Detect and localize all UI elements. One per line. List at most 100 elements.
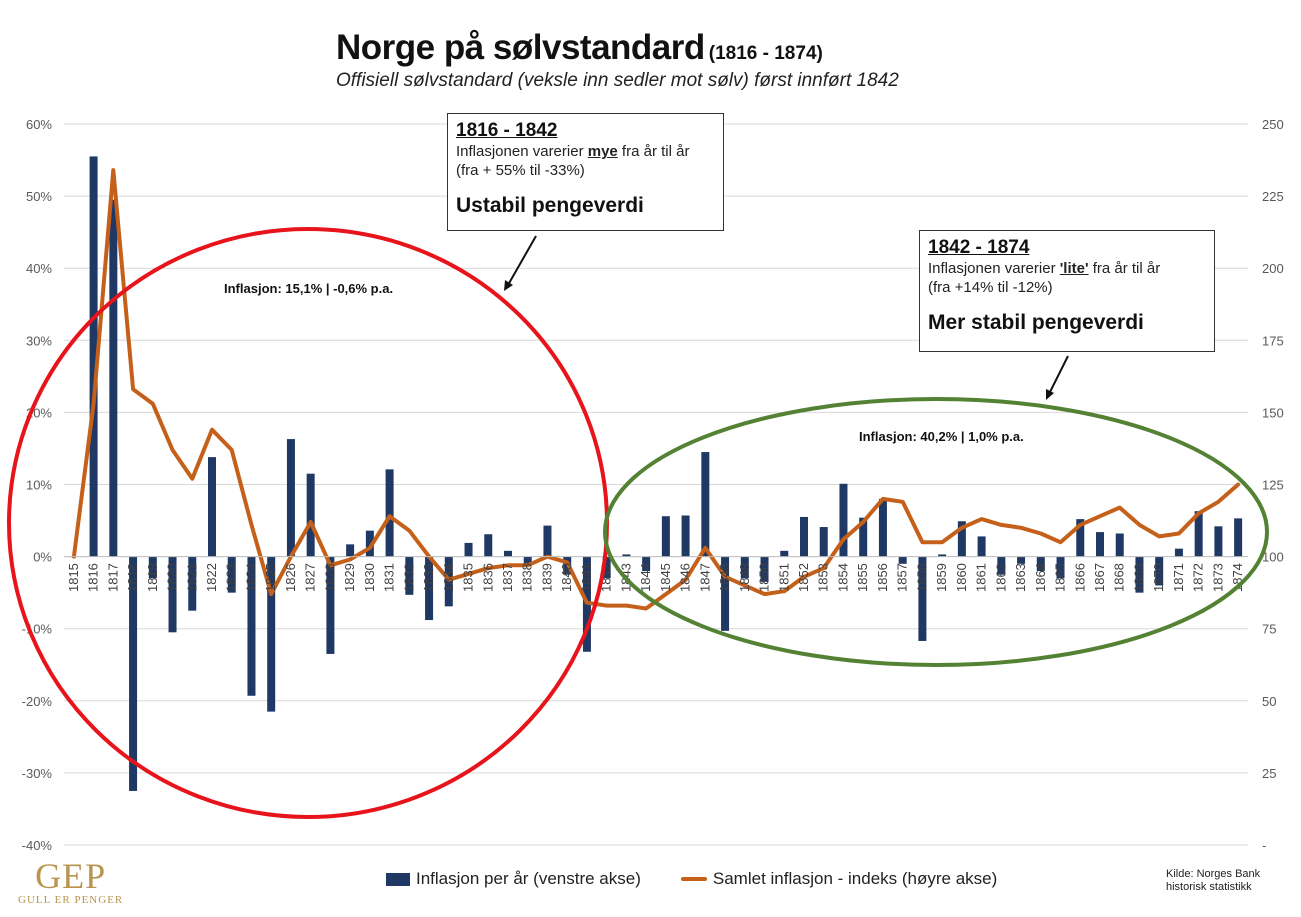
bar-1864 — [1036, 556, 1045, 572]
bar-1831 — [385, 469, 394, 557]
x-tick-label-1825: 1825 — [263, 563, 278, 592]
bar-1838 — [523, 556, 532, 564]
bar-1822 — [208, 457, 216, 557]
annotation-text: Inflasjonen varerier mye fra år til år — [456, 142, 715, 161]
annotation-conclusion: Mer stabil pengeverdi — [928, 311, 1144, 334]
bar-1865 — [1056, 556, 1065, 579]
x-tick-label-1870: 1870 — [1151, 563, 1166, 592]
x-tick-label-1872: 1872 — [1191, 563, 1206, 592]
y-right-tick-label: 125 — [1262, 478, 1284, 493]
bar-1828 — [326, 556, 335, 654]
inflation-summary-1816-1842: Inflasjon: 15,1% | -0,6% p.a. — [224, 281, 394, 296]
source-note: Kilde: Norges Bank historisk statistikk — [1166, 868, 1260, 894]
bar-1819 — [148, 556, 157, 579]
x-tick-label-1824: 1824 — [243, 563, 258, 592]
x-tick-label-1830: 1830 — [362, 563, 377, 592]
annotation-heading: 1816 - 1842 — [456, 120, 558, 141]
bar-1851 — [780, 550, 789, 557]
logo-tagline: GULL ER PENGER — [18, 894, 124, 906]
y-left-tick-label: 40% — [26, 261, 52, 276]
annotation-text-pre: Inflasjonen varerier — [456, 143, 588, 160]
x-tick-label-1857: 1857 — [895, 563, 910, 592]
annotation-text-emph: 'lite' — [1059, 260, 1089, 277]
x-tick-label-1844: 1844 — [638, 563, 653, 592]
y-right-tick-label: - — [1262, 838, 1266, 853]
bar-1830 — [365, 530, 374, 557]
logo-mark: GEP — [35, 856, 107, 896]
x-tick-label-1827: 1827 — [303, 563, 318, 592]
bar-1871 — [1174, 548, 1183, 557]
legend-item-bars: Inflasjon per år (venstre akse) — [386, 869, 641, 889]
legend-label-bars: Inflasjon per år (venstre akse) — [416, 869, 641, 888]
x-tick-label-1860: 1860 — [954, 563, 969, 592]
x-tick-label-1861: 1861 — [974, 563, 989, 592]
bar-1863 — [1017, 556, 1026, 564]
x-tick-label-1862: 1862 — [993, 563, 1008, 592]
y-left-tick-label: -30% — [22, 766, 53, 781]
bar-1868 — [1115, 533, 1124, 557]
source-line-2: historisk statistikk — [1166, 881, 1252, 893]
x-tick-label-1840: 1840 — [559, 563, 574, 592]
x-tick-label-1864: 1864 — [1033, 563, 1048, 592]
bar-1825 — [267, 556, 276, 712]
bar-1860 — [957, 521, 966, 557]
y-left-tick-label: 0% — [33, 550, 52, 565]
bar-1870 — [1155, 556, 1164, 586]
annotation-text-emph: mye — [587, 143, 618, 160]
annotation-box-1842-1874: 1842 - 1874 Inflasjonen varerier 'lite' … — [919, 230, 1215, 352]
bar-1832 — [405, 556, 414, 595]
bar-1847 — [701, 452, 710, 557]
x-tick-label-1829: 1829 — [342, 563, 357, 592]
annotation-text-post: fra år til år — [617, 143, 690, 160]
bar-1857 — [898, 556, 907, 564]
x-tick-label-1867: 1867 — [1092, 563, 1107, 592]
legend-item-line: Samlet inflasjon - indeks (høyre akse) — [680, 869, 997, 889]
bar-1861 — [977, 536, 986, 557]
x-tick-label-1846: 1846 — [678, 563, 693, 592]
x-tick-label-1858: 1858 — [914, 563, 929, 592]
chart-subtitle: Offisiell sølvstandard (veksle inn sedle… — [336, 70, 899, 91]
y-right-tick-label: 75 — [1262, 622, 1276, 637]
y-right-tick-label: 175 — [1262, 333, 1284, 348]
bar-1817 — [109, 199, 118, 557]
bar-1826 — [286, 439, 295, 557]
bar-1867 — [1096, 532, 1104, 557]
bar-1820 — [168, 556, 177, 633]
arrow-1816 — [504, 235, 537, 291]
chart-title-years: (1816 - 1874) — [708, 43, 823, 64]
arrow-1842 — [1046, 355, 1069, 400]
inflation-summary-1842-1874: Inflasjon: 40,2% | 1,0% p.a. — [859, 429, 1024, 444]
y-right-tick-label: 200 — [1262, 261, 1284, 276]
y-right-tick-label: 250 — [1262, 117, 1284, 132]
x-tick-label-1834: 1834 — [441, 563, 456, 592]
bar-1844 — [642, 556, 651, 572]
x-tick-label-1859: 1859 — [934, 563, 949, 592]
bar-1848 — [721, 556, 730, 631]
bar-1824 — [247, 556, 256, 696]
x-tick-label-1848: 1848 — [717, 563, 732, 592]
x-tick-label-1853: 1853 — [816, 563, 831, 592]
x-tick-label-1837: 1837 — [500, 563, 515, 592]
x-tick-label-1831: 1831 — [382, 563, 397, 592]
bar-1827 — [306, 473, 315, 557]
x-tick-label-1835: 1835 — [461, 563, 476, 592]
x-tick-label-1855: 1855 — [855, 563, 870, 592]
x-tick-label-1817: 1817 — [105, 563, 120, 592]
bar-1816 — [89, 156, 98, 557]
y-left-tick-label: 60% — [26, 117, 52, 132]
legend: Inflasjon per år (venstre akse) Samlet i… — [386, 869, 1037, 889]
x-tick-label-1845: 1845 — [658, 563, 673, 592]
x-tick-label-1816: 1816 — [86, 563, 101, 592]
annotation-text-pre: Inflasjonen varerier — [928, 260, 1060, 277]
bar-1852 — [800, 516, 808, 557]
x-tick-label-1852: 1852 — [796, 563, 811, 592]
x-tick-label-1815: 1815 — [66, 563, 81, 592]
x-tick-label-1818: 1818 — [125, 563, 140, 592]
x-tick-label-1823: 1823 — [224, 563, 239, 592]
x-tick-label-1866: 1866 — [1072, 563, 1087, 592]
x-tick-label-1821: 1821 — [184, 563, 199, 592]
bar-1833 — [425, 556, 434, 621]
x-tick-label-1820: 1820 — [165, 563, 180, 592]
bar-1862 — [997, 556, 1006, 575]
bar-1855 — [859, 517, 868, 557]
